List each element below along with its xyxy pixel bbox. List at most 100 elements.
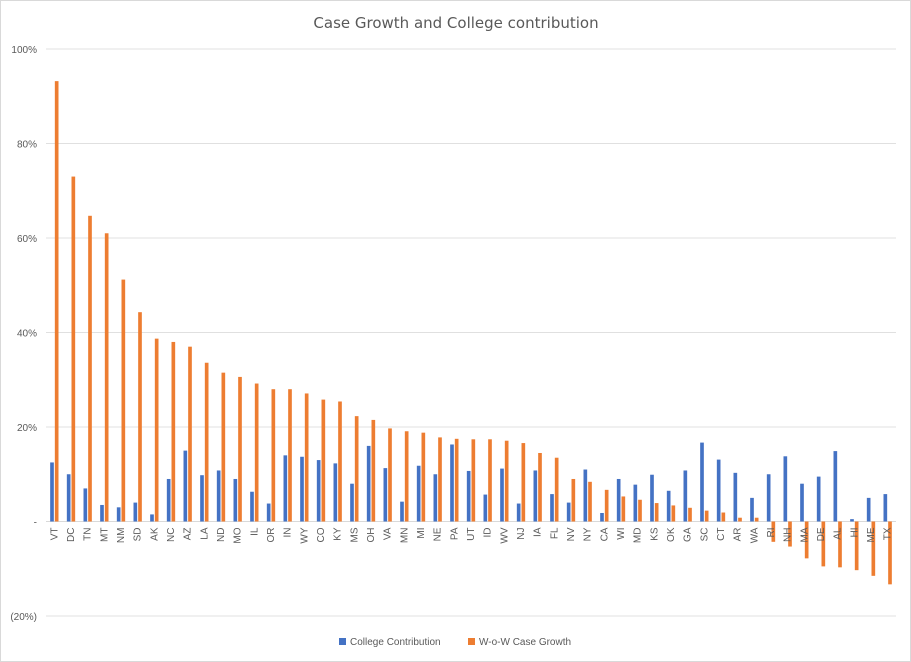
legend-swatch-0: [339, 638, 346, 645]
bars: [50, 81, 892, 585]
college-contribution-bar-wi: [616, 478, 621, 522]
case-growth-bar-mt: [104, 233, 109, 522]
x-tick-label-nv: NV: [566, 527, 577, 541]
x-tick-label-il: IL: [249, 527, 260, 536]
college-contribution-bar-mi: [416, 465, 421, 522]
case-growth-bar-pa: [454, 438, 459, 522]
x-tick-label-nd: ND: [216, 528, 227, 542]
college-contribution-bar-nm: [116, 507, 121, 522]
college-contribution-bar-ar: [733, 472, 738, 522]
case-growth-bar-fl: [554, 457, 559, 522]
x-tick-label-ga: GA: [683, 527, 694, 542]
x-tick-label-sc: SC: [699, 528, 710, 542]
college-contribution-bar-ga: [683, 470, 688, 522]
college-contribution-bar-ca: [600, 512, 604, 522]
x-tick-label-mo: MO: [233, 527, 244, 543]
college-contribution-bar-wy: [300, 456, 304, 522]
college-contribution-bar-tx: [883, 494, 888, 522]
case-growth-bar-md: [638, 499, 642, 522]
x-tick-label-ri: RI: [766, 528, 777, 538]
y-tick-label: 40%: [17, 329, 37, 340]
college-contribution-bar-tn: [83, 488, 88, 522]
case-growth-bar-or: [271, 389, 276, 522]
college-contribution-bar-ne: [433, 474, 438, 522]
case-growth-bar-ma: [804, 521, 809, 559]
college-contribution-bar-ky: [333, 463, 338, 522]
case-growth-bar-il: [254, 383, 259, 522]
x-tick-label-me: ME: [866, 527, 877, 542]
case-growth-bar-va: [388, 428, 392, 522]
case-growth-bar-nm: [121, 279, 126, 522]
y-tick-label: 80%: [17, 140, 37, 151]
college-contribution-bar-ks: [650, 474, 654, 522]
case-growth-bar-dc: [71, 176, 76, 522]
x-tick-label-al: AL: [833, 527, 844, 540]
case-growth-bar-sd: [138, 312, 142, 522]
college-contribution-bar-nd: [216, 470, 221, 522]
college-contribution-bar-nc: [166, 478, 171, 522]
case-growth-bar-ia: [538, 452, 542, 522]
x-tick-label-wa: WA: [749, 527, 760, 543]
x-tick-label-va: VA: [383, 527, 394, 540]
college-contribution-bar-mn: [400, 501, 404, 522]
college-contribution-bar-la: [200, 475, 204, 522]
case-growth-bar-hi: [854, 521, 859, 571]
college-contribution-bar-me: [866, 497, 871, 522]
case-growth-bar-wa: [754, 517, 759, 522]
x-tick-label-sd: SD: [133, 528, 144, 542]
college-contribution-bar-ut: [466, 470, 471, 522]
y-tick-label: 60%: [17, 234, 37, 245]
legend-label-1: W-o-W Case Growth: [479, 637, 571, 648]
case-growth-bar-wv: [504, 440, 509, 522]
legend-label-0: College Contribution: [350, 637, 441, 648]
x-tick-label-wi: WI: [616, 528, 627, 540]
x-tick-label-wy: WY: [299, 527, 310, 543]
chart-title: Case Growth and College contribution: [313, 14, 598, 32]
case-growth-bar-nd: [221, 372, 226, 522]
college-contribution-bar-ma: [800, 483, 804, 522]
college-contribution-bar-ny: [583, 469, 588, 522]
case-growth-bar-ny: [588, 481, 592, 522]
y-tick-label: -: [34, 518, 37, 529]
case-growth-bar-mn: [404, 431, 409, 522]
college-contribution-bar-az: [183, 450, 188, 522]
x-tick-label-ca: CA: [599, 527, 610, 541]
y-tick-label: (20%): [10, 612, 37, 623]
x-tick-label-mt: MT: [99, 528, 110, 542]
y-tick-label: 100%: [11, 45, 37, 56]
college-contribution-bar-nv: [566, 502, 571, 522]
college-contribution-bar-co: [316, 460, 321, 522]
x-tick-label-dc: DC: [66, 528, 77, 542]
case-growth-bar-sc: [704, 510, 709, 522]
college-contribution-bar-ok: [666, 490, 671, 522]
case-growth-bar-ky: [338, 401, 342, 522]
case-growth-bar-wi: [621, 496, 626, 522]
case-growth-bar-ca: [604, 489, 609, 522]
college-contribution-bar-wa: [750, 497, 754, 522]
x-tick-label-oh: OH: [366, 528, 377, 543]
case-growth-bar-ak: [154, 338, 159, 522]
x-tick-label-ms: MS: [349, 527, 360, 542]
x-tick-label-nc: NC: [166, 528, 177, 542]
college-contribution-bar-de: [816, 476, 821, 522]
college-contribution-bar-sd: [133, 502, 138, 522]
college-contribution-bar-in: [283, 455, 288, 522]
x-tick-label-co: CO: [316, 527, 327, 542]
case-growth-bar-ct: [721, 512, 726, 522]
college-contribution-bar-vt: [50, 462, 54, 522]
case-growth-bar-ar: [738, 517, 742, 522]
college-contribution-bar-ct: [716, 459, 721, 522]
x-tick-label-in: IN: [283, 528, 294, 538]
x-tick-label-ok: OK: [666, 527, 677, 542]
x-tick-label-tn: TN: [83, 528, 94, 541]
x-tick-label-la: LA: [199, 527, 210, 540]
x-tick-label-nj: NJ: [516, 528, 527, 540]
legend-swatch-1: [468, 638, 475, 645]
x-tick-label-wv: WV: [499, 527, 510, 543]
legend: College Contribution W-o-W Case Growth: [339, 637, 571, 648]
case-growth-bar-in: [288, 389, 292, 522]
college-contribution-bar-ia: [533, 470, 538, 522]
x-tick-label-vt: VT: [49, 528, 60, 541]
x-tick-label-ny: NY: [583, 527, 594, 541]
